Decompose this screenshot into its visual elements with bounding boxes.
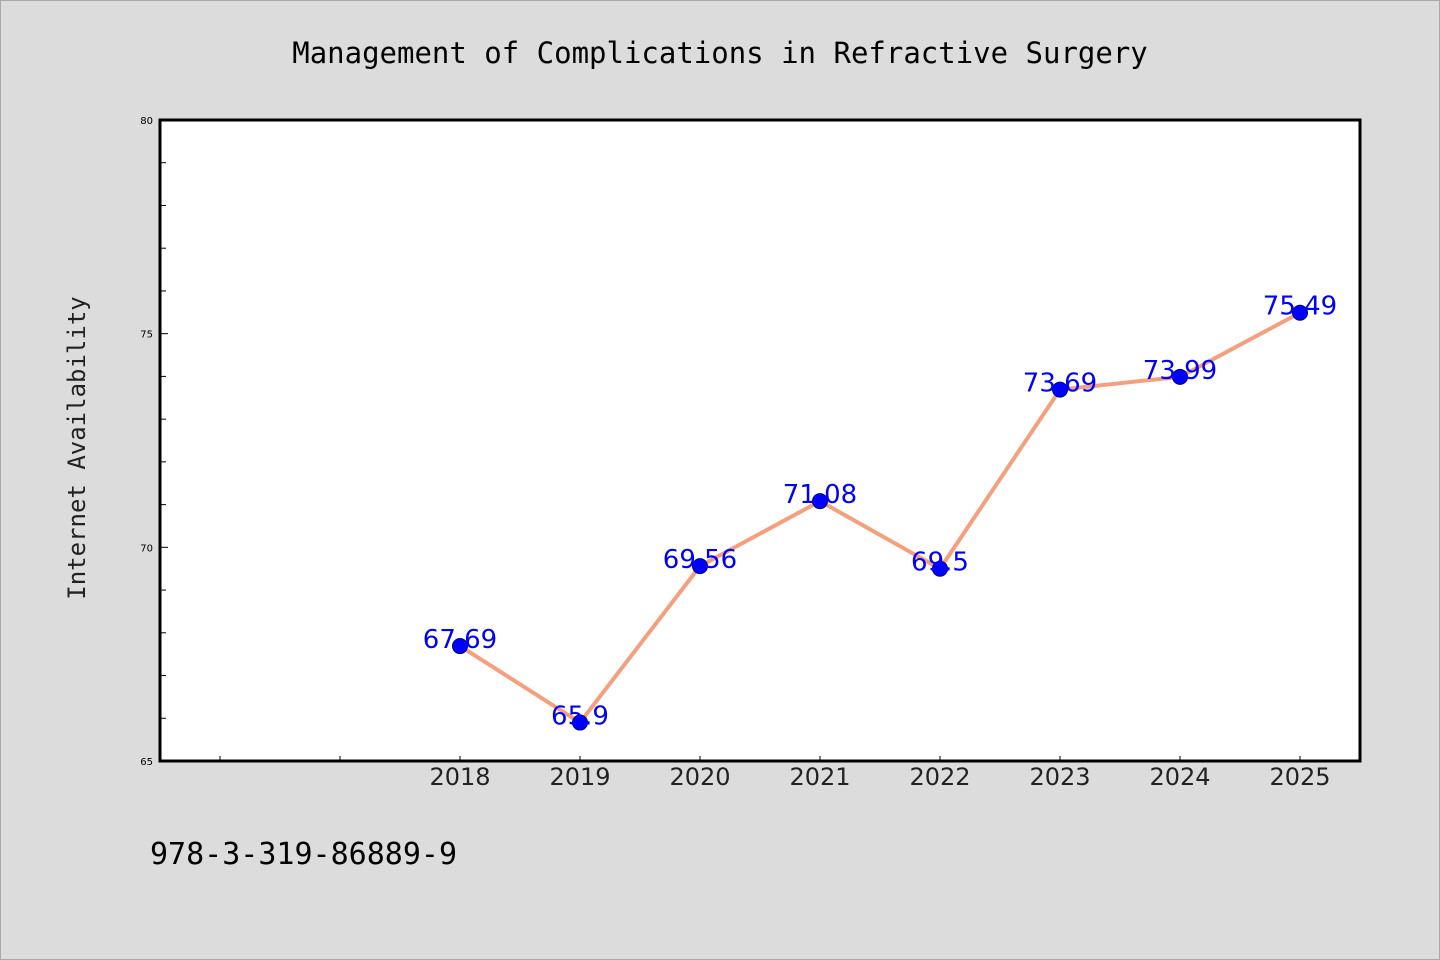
plot-area xyxy=(160,120,1360,761)
data-point xyxy=(692,558,708,575)
data-point xyxy=(932,560,948,577)
x-tick-label: 2023 xyxy=(1029,763,1090,791)
data-labels: 67.69 65.9 69.56 71.08 69.5 73.69 73.99 … xyxy=(423,292,1337,732)
data-markers xyxy=(452,304,1308,731)
x-tick-labels: 2018 2019 2020 2021 2022 2023 2024 2025 xyxy=(429,763,1330,791)
chart-title: Management of Complications in Refractiv… xyxy=(292,36,1148,70)
data-label: 73.99 xyxy=(1143,356,1217,386)
x-tick-label: 2018 xyxy=(429,763,490,791)
x-tick-label: 2024 xyxy=(1149,763,1210,791)
data-point xyxy=(572,714,588,731)
data-label: 73.69 xyxy=(1023,369,1097,399)
x-tick-label: 2025 xyxy=(1269,763,1330,791)
y-tick-labels: 65 70 75 80 xyxy=(140,116,153,768)
data-label: 71.08 xyxy=(783,480,857,510)
data-label: 67.69 xyxy=(423,625,497,655)
data-point xyxy=(1052,381,1068,398)
y-tick-label: 75 xyxy=(140,330,153,341)
footer-isbn: 978-3-319-86889-9 xyxy=(150,837,457,872)
data-point xyxy=(1292,304,1308,321)
data-label: 69.5 xyxy=(911,548,969,578)
y-tick-label: 70 xyxy=(140,543,153,554)
x-tick-label: 2022 xyxy=(909,763,970,791)
y-tick-label: 80 xyxy=(140,116,153,127)
series-line xyxy=(458,310,1301,725)
plot-frame xyxy=(158,118,1362,763)
x-tick-label: 2019 xyxy=(549,763,610,791)
data-label: 65.9 xyxy=(551,702,609,732)
y-axis-label: Internet Availability xyxy=(63,296,91,599)
y-tick-label: 65 xyxy=(140,757,153,768)
data-point xyxy=(452,638,468,655)
x-tick-label: 2021 xyxy=(789,763,850,791)
data-point xyxy=(1172,368,1188,385)
data-label: 69.56 xyxy=(663,545,737,575)
data-label: 75.49 xyxy=(1263,292,1337,322)
x-tick-label: 2020 xyxy=(669,763,730,791)
data-point xyxy=(812,493,828,510)
